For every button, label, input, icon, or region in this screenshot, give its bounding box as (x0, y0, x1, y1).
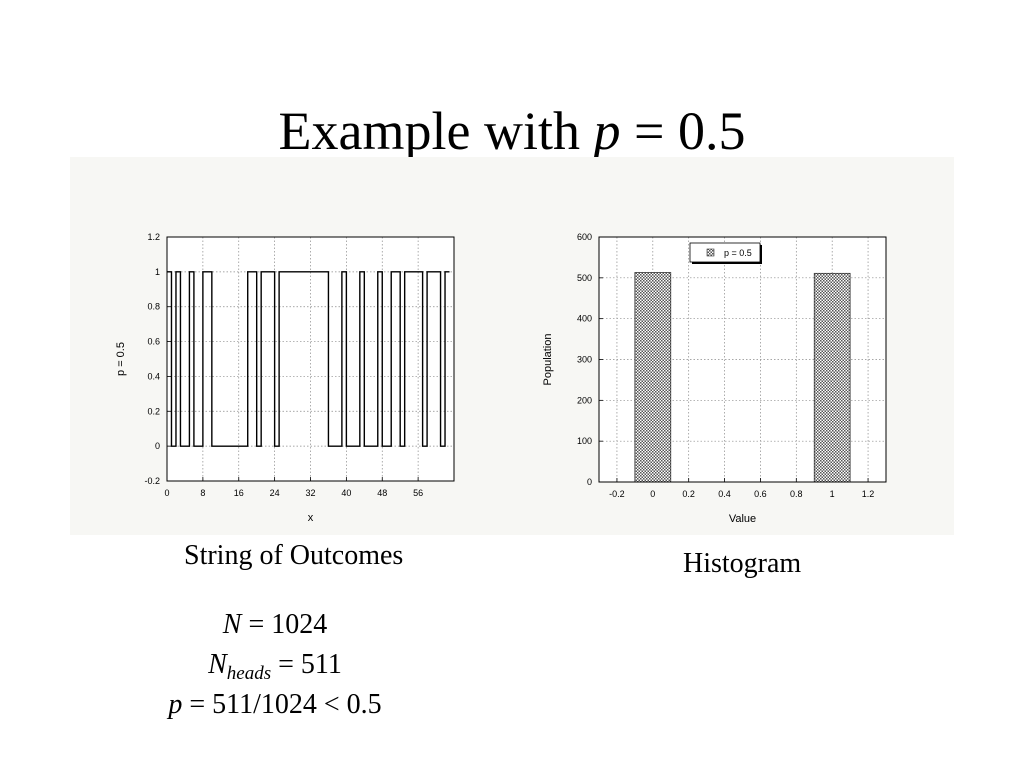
stat-p-var: p (168, 689, 183, 720)
stat-nheads-var: N (208, 649, 227, 680)
legend-box (689, 242, 761, 263)
slide-title: Example with p = 0.5 (0, 95, 1024, 157)
stat-nheads-subscript: heads (226, 663, 272, 684)
outcomes-x-tick-label: 0 (164, 488, 169, 498)
outcome-string-chart: 0 8 16 24 32 40 48 56 -0.2 0 0.2 0.4 0.6 0.8 1 1.2 x p = … (115, 232, 455, 524)
stat-n: N = 1024 (100, 605, 450, 645)
histogram-legend: p = 0.5 (689, 242, 762, 264)
title-variable: p (593, 101, 621, 157)
outcomes-y-axis-label: p = 0.5 (115, 342, 127, 376)
caption-histogram: Histogram (683, 548, 802, 579)
histogram-x-tick-label: 1.2 (862, 489, 875, 499)
outcomes-y-tick-label: 0 (155, 441, 160, 451)
outcomes-x-tick-label: 40 (341, 488, 351, 498)
histogram-chart: -0.2 0 0.2 0.4 0.6 0.8 1 1.2 0 100 200 300 400 500 600… (542, 232, 887, 525)
histogram-bar (634, 272, 672, 483)
stat-nheads: Nheads = 511 (100, 645, 450, 685)
histogram-plot-border (598, 236, 887, 483)
histogram-bar (813, 272, 851, 483)
histogram-y-tick-label: 300 (577, 355, 592, 365)
histogram-y-tick-label: 600 (577, 232, 592, 242)
outcomes-y-tick-label: 1.2 (147, 232, 160, 242)
caption-string-of-outcomes: String of Outcomes (184, 540, 404, 571)
outcomes-x-tick-label: 24 (270, 488, 280, 498)
outcomes-y-tick-label: 0.2 (147, 406, 160, 416)
histogram-y-tick-label: 400 (577, 314, 592, 324)
histogram-x-tick-label: 0.4 (718, 489, 731, 499)
legend-swatch (706, 248, 715, 257)
outcomes-y-tick-label: 0.6 (147, 337, 160, 347)
title-suffix: = 0.5 (620, 101, 746, 157)
histogram-y-tick-label: 200 (577, 395, 592, 405)
histogram-x-tick-label: -0.2 (609, 489, 625, 499)
histogram-y-tick-label: 500 (577, 273, 592, 283)
charts-canvas: 0 8 16 24 32 40 48 56 -0.2 0 0.2 0.4 0.6 0.8 1 1.2 x p = … (115, 232, 887, 525)
histogram-x-tick-label: 0.8 (790, 489, 803, 499)
outcomes-x-tick-label: 32 (305, 488, 315, 498)
outcomes-x-tick-label: 48 (377, 488, 387, 498)
outcomes-y-tick-label: -0.2 (144, 476, 160, 486)
outcomes-x-tick-label: 16 (234, 488, 244, 498)
statistics-block: N = 1024 Nheads = 511 p = 511/1024 < 0.5 (100, 605, 450, 725)
title-prefix: Example with (278, 101, 594, 157)
histogram-x-axis-label: Value (729, 513, 756, 525)
legend-label: p = 0.5 (724, 248, 752, 258)
histogram-y-tick-label: 0 (587, 477, 592, 487)
outcomes-plot-border (166, 236, 455, 482)
histogram-x-tick-label: 0.6 (754, 489, 767, 499)
histogram-x-tick-label: 1 (830, 489, 835, 499)
stat-n-var: N (222, 609, 242, 640)
outcomes-y-tick-label: 1 (155, 267, 160, 277)
stat-p-value: = 511/1024 < 0.5 (182, 689, 382, 720)
stat-n-value: = 1024 (241, 609, 328, 640)
histogram-y-tick-label: 100 (577, 436, 592, 446)
stat-p: p = 511/1024 < 0.5 (100, 685, 450, 725)
stat-nheads-value: = 511 (271, 649, 342, 680)
outcome-series-line (167, 271, 450, 447)
outcomes-x-axis-label: x (308, 512, 314, 524)
outcomes-x-tick-label: 56 (413, 488, 423, 498)
outcomes-x-tick-label: 8 (200, 488, 205, 498)
histogram-y-axis-label: Population (542, 334, 554, 386)
histogram-x-tick-label: 0.2 (682, 489, 695, 499)
histogram-x-tick-label: 0 (650, 489, 655, 499)
figure-panel: 0 8 16 24 32 40 48 56 -0.2 0 0.2 0.4 0.6 0.8 1 1.2 x p = … (70, 157, 954, 535)
outcomes-y-tick-label: 0.8 (147, 302, 160, 312)
outcomes-y-tick-label: 0.4 (147, 371, 160, 381)
